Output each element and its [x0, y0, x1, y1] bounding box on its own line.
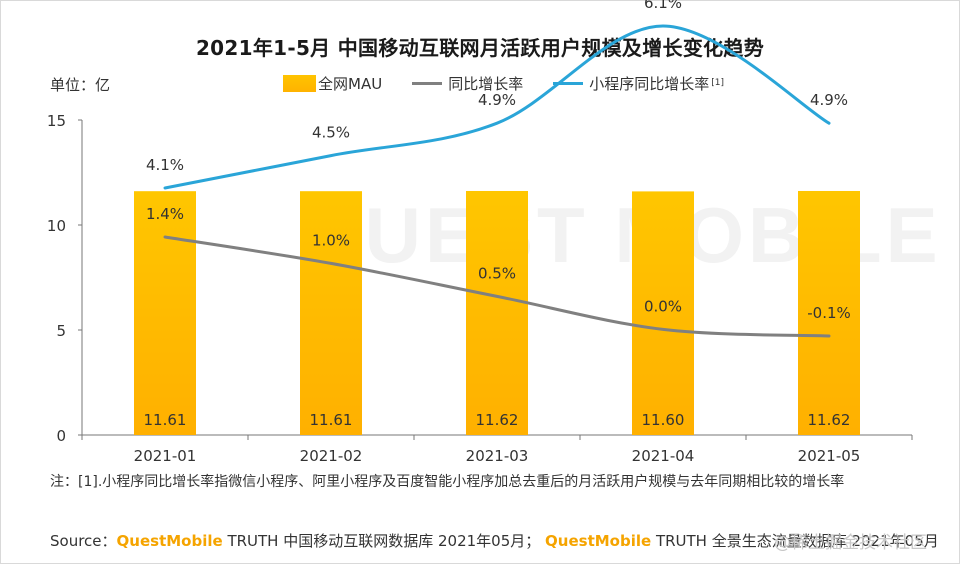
yoy-growth-label: 1.0% [312, 231, 350, 249]
bar-value-label: 11.60 [642, 411, 685, 429]
x-tick-label: 2021-01 [134, 447, 197, 465]
y-tick-label: 0 [56, 427, 66, 445]
yoy-growth-label: 0.0% [644, 297, 682, 315]
yoy-growth-label: 1.4% [146, 205, 184, 223]
miniprogram-growth-label: 4.9% [478, 91, 516, 109]
source-prefix: Source： [50, 532, 117, 550]
miniprogram-growth-label: 4.5% [312, 124, 350, 142]
corner-watermark: @稀土掘金技术社区 [774, 533, 927, 553]
source-text-1: TRUTH 中国移动互联网数据库 2021年05月； [222, 532, 541, 550]
bar-value-label: 11.61 [144, 411, 187, 429]
y-tick-label: 10 [47, 217, 66, 235]
legend-swatch-yoy-line [412, 81, 443, 85]
miniprogram-growth-line [163, 24, 831, 190]
yoy-growth-line [163, 235, 831, 338]
x-tick-label: 2021-03 [466, 447, 529, 465]
bar [466, 190, 528, 435]
source-line: Source：QuestMobile TRUTH 中国移动互联网数据库 2021… [50, 530, 939, 551]
legend-label-yoy: 同比增长率 [448, 74, 524, 93]
bars [134, 190, 860, 435]
miniprogram-growth-label: 6.1% [644, 0, 682, 12]
legend: 全网MAU 同比增长率 小程序同比增长率 [1] [283, 72, 754, 94]
yoy-growth-label: 0.5% [478, 264, 516, 282]
bar [798, 190, 860, 435]
bar-value-label: 11.62 [476, 411, 519, 429]
x-tick-label: 2021-02 [300, 447, 363, 465]
bar [632, 191, 694, 435]
legend-item-miniprogram: 小程序同比增长率 [1] [553, 73, 724, 94]
bar [134, 191, 196, 435]
y-tick-label: 5 [56, 322, 66, 340]
miniprogram-growth-label: 4.1% [146, 156, 184, 174]
y-tick-label: 15 [47, 112, 66, 130]
bar-value-label: 11.61 [310, 411, 353, 429]
source-text-2: TRUTH 全景生态流量数据库 2021年05月 [651, 532, 939, 550]
legend-item-mau: 全网MAU [283, 73, 382, 94]
miniprogram-growth-label: 4.9% [810, 91, 848, 109]
lines [163, 24, 831, 338]
legend-swatch-bar [283, 74, 316, 92]
chart-title: 2021年1-5月 中国移动互联网月活跃用户规模及增长变化趋势 [195, 36, 765, 60]
legend-label-mau: 全网MAU [318, 74, 383, 93]
bar [300, 191, 362, 435]
legend-swatch-miniprogram-line [553, 81, 584, 85]
data-labels: 11.61 11.61 11.62 11.60 11.62 1.4% 1.0% 0.5% 0.0… [144, 0, 851, 429]
source-brand-2: QuestMobile [545, 532, 652, 550]
bar-value-label: 11.62 [808, 411, 851, 429]
x-tick-label: 2021-04 [632, 447, 695, 465]
legend-item-yoy: 同比增长率 [412, 73, 523, 94]
footnote: 注：[1].小程序同比增长率指微信小程序、阿里小程序及百度智能小程序加总去重后的… [50, 474, 845, 490]
legend-label-miniprogram: 小程序同比增长率 [589, 74, 710, 93]
source-brand-1: QuestMobile [116, 532, 223, 550]
x-tick-label: 2021-05 [798, 447, 861, 465]
legend-footnote-mark: [1] [711, 78, 724, 88]
yoy-growth-label: -0.1% [807, 304, 851, 322]
unit-label: 单位：亿 [50, 76, 111, 94]
